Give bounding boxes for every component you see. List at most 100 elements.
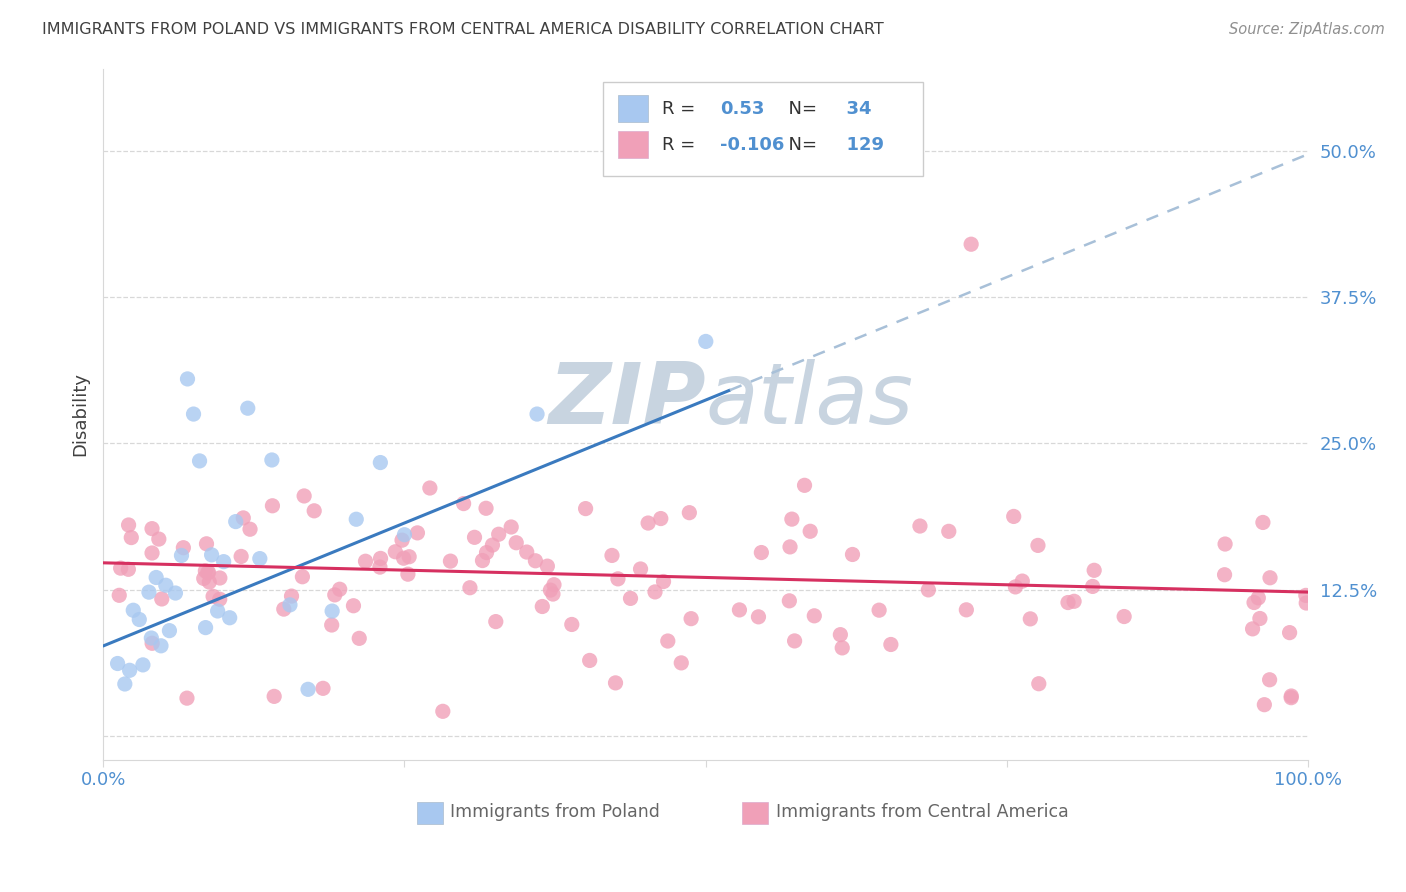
Point <box>526 407 548 421</box>
Point <box>273 602 295 616</box>
Point <box>225 515 247 529</box>
Point <box>329 582 352 597</box>
Point <box>543 577 565 591</box>
Point <box>232 511 254 525</box>
Point <box>561 617 583 632</box>
Point <box>695 334 717 349</box>
Point <box>354 554 377 568</box>
Point <box>619 591 641 606</box>
Point <box>501 520 523 534</box>
Text: -0.106: -0.106 <box>720 136 785 153</box>
Point <box>370 551 392 566</box>
Point <box>728 603 751 617</box>
Point <box>917 582 939 597</box>
Point <box>541 587 564 601</box>
Point <box>183 407 205 421</box>
Point <box>880 638 903 652</box>
Point <box>1002 509 1025 524</box>
Point <box>122 603 145 617</box>
Point <box>170 549 193 563</box>
Text: Source: ZipAtlas.com: Source: ZipAtlas.com <box>1229 22 1385 37</box>
Point <box>1081 579 1104 593</box>
Point <box>278 598 301 612</box>
Text: Immigrants from Central America: Immigrants from Central America <box>776 803 1069 822</box>
Text: 0.53: 0.53 <box>720 100 765 118</box>
Point <box>208 592 231 607</box>
Point <box>212 555 235 569</box>
Text: 34: 34 <box>834 100 872 118</box>
Point <box>145 570 167 584</box>
Point <box>1213 537 1236 551</box>
Text: atlas: atlas <box>706 359 914 442</box>
Point <box>263 690 285 704</box>
Point <box>1028 677 1050 691</box>
Point <box>524 554 547 568</box>
Point <box>141 631 163 645</box>
Point <box>260 453 283 467</box>
Point <box>1019 612 1042 626</box>
Point <box>475 545 498 559</box>
Point <box>207 604 229 618</box>
Point <box>650 511 672 525</box>
Point <box>297 682 319 697</box>
Point <box>831 640 853 655</box>
Point <box>536 559 558 574</box>
Point <box>938 524 960 539</box>
Point <box>578 653 600 667</box>
Point <box>392 551 415 566</box>
Point <box>747 610 769 624</box>
Point <box>600 549 623 563</box>
Point <box>751 545 773 559</box>
Point <box>149 639 172 653</box>
Point <box>342 599 364 613</box>
Point <box>778 594 800 608</box>
Point <box>188 454 211 468</box>
Point <box>485 615 508 629</box>
Point <box>799 524 821 539</box>
Point <box>302 504 325 518</box>
Point <box>1251 516 1274 530</box>
Point <box>218 611 240 625</box>
Point <box>652 574 675 589</box>
Point <box>1057 595 1080 609</box>
Point <box>1114 609 1136 624</box>
Point <box>128 613 150 627</box>
Point <box>678 506 700 520</box>
Point <box>195 537 218 551</box>
Bar <box>617 95 648 121</box>
Point <box>1249 611 1271 625</box>
Point <box>368 560 391 574</box>
Point <box>262 499 284 513</box>
Point <box>157 624 180 638</box>
Point <box>538 583 561 598</box>
Text: ZIP: ZIP <box>548 359 706 442</box>
Point <box>398 549 420 564</box>
Point <box>1213 567 1236 582</box>
Point <box>830 627 852 641</box>
Point <box>463 530 485 544</box>
Point <box>108 588 131 602</box>
Point <box>793 478 815 492</box>
Point <box>370 456 392 470</box>
Point <box>531 599 554 614</box>
Point <box>1243 595 1265 609</box>
Point <box>291 570 314 584</box>
Point <box>637 516 659 530</box>
Point <box>1258 673 1281 687</box>
Point <box>1083 563 1105 577</box>
Point <box>868 603 890 617</box>
Point <box>194 621 217 635</box>
Point <box>605 676 627 690</box>
Point <box>193 571 215 585</box>
Point <box>208 571 231 585</box>
Point <box>644 585 666 599</box>
Point <box>165 586 187 600</box>
Text: R =: R = <box>662 100 702 118</box>
Bar <box>742 802 769 824</box>
Point <box>118 663 141 677</box>
Point <box>419 481 441 495</box>
Point <box>1247 591 1270 605</box>
Point <box>321 618 343 632</box>
Point <box>202 590 225 604</box>
Point <box>1295 588 1317 602</box>
